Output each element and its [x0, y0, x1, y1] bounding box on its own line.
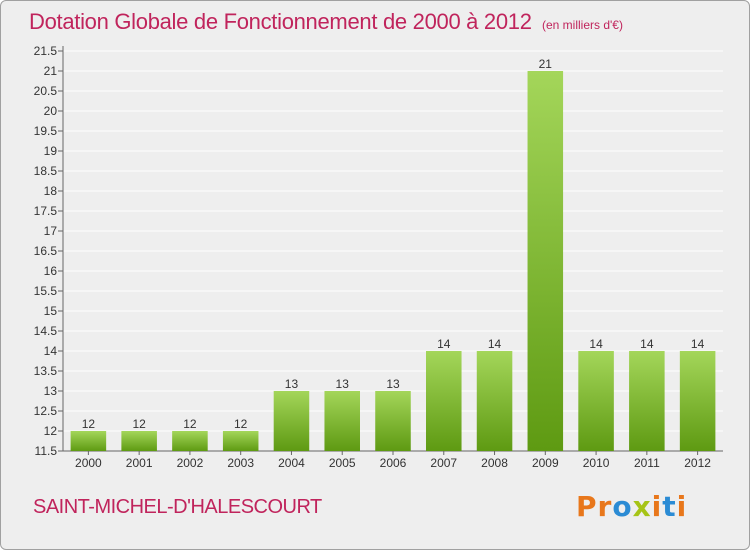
y-tick-label: 11.5 [35, 444, 58, 458]
bar-2004 [273, 391, 310, 451]
x-tick-label: 2002 [177, 456, 204, 470]
bar-2007 [426, 351, 462, 451]
y-tick-label: 21 [44, 64, 58, 78]
y-tick-label: 13.5 [34, 364, 58, 378]
x-tick-label: 2001 [126, 456, 153, 470]
y-tick-label: 17 [44, 224, 58, 238]
y-tick-label: 20 [44, 104, 58, 118]
data-label: 14 [640, 337, 654, 351]
x-tick-label: 2006 [380, 456, 407, 470]
data-label: 12 [183, 417, 197, 431]
bar-2008 [476, 351, 513, 451]
y-tick-label: 19 [44, 144, 58, 158]
x-tick-label: 2009 [532, 456, 559, 470]
bar-2012 [679, 351, 716, 451]
data-label: 13 [386, 377, 400, 391]
x-tick-label: 2008 [481, 456, 508, 470]
x-tick-label: 2007 [430, 456, 457, 470]
y-tick-label: 12.5 [34, 404, 58, 418]
bar-2009 [527, 71, 564, 451]
y-tick-label: 18.5 [34, 164, 58, 178]
logo-letter: P [576, 490, 598, 523]
y-tick-label: 16.5 [34, 244, 58, 258]
y-tick-label: 20.5 [34, 84, 58, 98]
bar-2011 [629, 351, 665, 451]
bar-2005 [324, 391, 360, 451]
data-label: 12 [132, 417, 146, 431]
logo-letter: o [612, 490, 633, 523]
data-label: 14 [437, 337, 451, 351]
y-tick-label: 21.5 [34, 44, 58, 58]
bar-2006 [375, 391, 411, 451]
y-tick-label: 17.5 [34, 204, 58, 218]
data-label: 12 [82, 417, 96, 431]
x-tick-label: 2005 [329, 456, 356, 470]
logo-letter: t [662, 490, 677, 523]
x-tick-label: 2003 [227, 456, 254, 470]
bar-2001 [121, 431, 157, 451]
x-tick-label: 2010 [583, 456, 610, 470]
proxiti-logo[interactable]: Proxiti [576, 490, 687, 523]
data-label: 21 [539, 57, 553, 71]
y-tick-label: 15 [44, 304, 58, 318]
data-label: 14 [488, 337, 502, 351]
y-tick-label: 18 [44, 184, 58, 198]
bars [70, 71, 716, 451]
bar-2003 [222, 431, 259, 451]
logo-letter: i [676, 490, 688, 523]
bar-2010 [578, 351, 614, 451]
y-tick-label: 15.5 [34, 284, 58, 298]
y-tick-label: 12 [44, 424, 58, 438]
x-tick-label: 2012 [684, 456, 711, 470]
data-label: 13 [285, 377, 299, 391]
logo-letter: i [651, 490, 663, 523]
data-label: 14 [589, 337, 603, 351]
city-name: SAINT-MICHEL-D'HALESCOURT [33, 496, 322, 518]
logo-letter: x [632, 490, 652, 523]
unit-note: (en milliers d'€) [542, 18, 623, 32]
bar-2000 [70, 431, 107, 451]
bar-2002 [172, 431, 208, 451]
y-tick-label: 16 [44, 264, 58, 278]
x-tick-label: 2004 [278, 456, 305, 470]
x-tick-label: 2011 [634, 456, 660, 470]
data-label: 13 [336, 377, 350, 391]
y-tick-label: 13 [44, 384, 58, 398]
data-label: 14 [691, 337, 705, 351]
y-tick-label: 14 [44, 344, 58, 358]
y-tick-label: 14.5 [34, 324, 58, 338]
data-label: 12 [234, 417, 248, 431]
chart-title: Dotation Globale de Fonctionnement de 20… [29, 9, 532, 34]
y-tick-label: 19.5 [34, 124, 58, 138]
x-tick-label: 2000 [75, 456, 102, 470]
labels: 11.5 12 12.5 13 13.5 14 14.5 15 15.5 16 16.5 17 17.5… [34, 44, 712, 470]
logo-letter: r [597, 490, 613, 523]
